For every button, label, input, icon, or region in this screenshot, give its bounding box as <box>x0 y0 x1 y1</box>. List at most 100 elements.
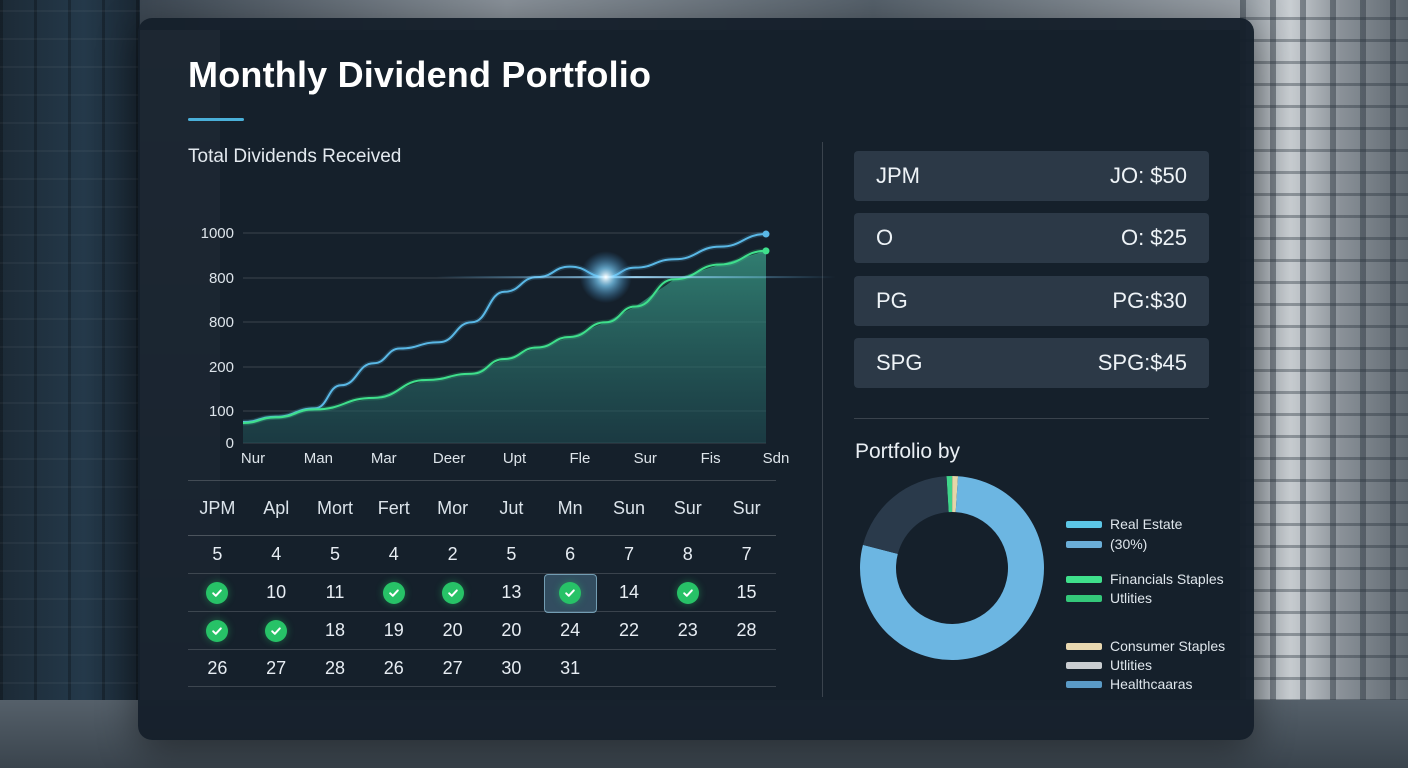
calendar-day-paid[interactable] <box>188 612 247 649</box>
calendar-day[interactable]: 26 <box>383 657 404 678</box>
calendar-day-paid[interactable] <box>658 574 717 611</box>
check-icon <box>559 581 582 604</box>
y-tick-label: 1000 <box>201 225 234 242</box>
check-icon <box>265 619 288 642</box>
vertical-divider <box>822 142 823 697</box>
blue-line-end-point <box>762 230 770 238</box>
calendar-day-paid[interactable] <box>364 574 423 611</box>
calendar-day[interactable]: 28 <box>324 657 345 678</box>
calendar-day[interactable]: 10 <box>266 582 287 602</box>
calendar-day-paid[interactable] <box>541 574 600 613</box>
donut-slice[interactable] <box>860 476 1044 660</box>
calendar-day[interactable]: 7 <box>741 544 752 564</box>
calendar-day[interactable]: 27 <box>442 657 463 678</box>
legend-label: (30%) <box>1110 536 1148 552</box>
calendar-row: 18 19 20 20 24 22 23 28 <box>188 611 776 649</box>
calendar-day[interactable]: 28 <box>736 620 757 640</box>
calendar-day[interactable]: 14 <box>618 582 639 602</box>
legend-swatch <box>1066 575 1102 583</box>
calendar-day-empty <box>600 650 659 686</box>
calendar-day[interactable]: 2 <box>447 544 458 564</box>
ticker-value: PG:$30 <box>1112 288 1187 313</box>
ticker-row[interactable]: PG PG:$30 <box>854 276 1209 326</box>
calendar-day[interactable]: 8 <box>682 544 693 564</box>
calendar-day[interactable]: 26 <box>207 657 228 678</box>
x-tick-label: Nur <box>241 450 265 467</box>
dashboard-panel: Monthly Dividend Portfolio Total Dividen… <box>138 18 1254 740</box>
check-icon <box>206 581 229 604</box>
calendar-day[interactable]: 27 <box>266 657 287 678</box>
ticker-symbol: O <box>876 225 894 250</box>
horizontal-divider <box>854 418 1209 419</box>
calendar-day[interactable]: 7 <box>623 544 634 564</box>
y-tick-label: 800 <box>209 314 234 331</box>
calendar-header-cell: Mort <box>316 497 353 518</box>
calendar-day[interactable]: 5 <box>329 544 340 564</box>
calendar-day[interactable]: 11 <box>325 582 345 602</box>
calendar-day[interactable]: 20 <box>501 620 522 640</box>
calendar-header: JPM Apl Mort Fert Mor Jut Mn Sun Sur Sur <box>188 481 776 535</box>
check-icon <box>382 581 405 604</box>
ticker-row[interactable]: JPM JO: $50 <box>854 151 1209 201</box>
legend-item[interactable]: Financials Staples <box>1066 571 1224 587</box>
calendar-day[interactable]: 31 <box>560 657 581 678</box>
calendar-day[interactable]: 23 <box>677 620 698 640</box>
green-series-area <box>243 250 766 443</box>
y-tick-label: 100 <box>209 403 234 420</box>
x-tick-label: Mar <box>371 450 397 467</box>
legend-item[interactable]: Utlities <box>1066 657 1152 673</box>
x-tick-label: Deer <box>433 450 466 467</box>
calendar-day[interactable]: 13 <box>501 582 522 602</box>
calendar-row: 26 27 28 26 27 30 31 <box>188 649 776 687</box>
calendar-day-paid[interactable] <box>423 574 482 611</box>
ticker-row[interactable]: SPG SPG:$45 <box>854 338 1209 388</box>
chart-title: Total Dividends Received <box>188 146 402 167</box>
highlight-streak <box>435 276 836 279</box>
legend-item[interactable]: Consumer Staples <box>1066 638 1225 654</box>
legend-swatch <box>1066 520 1102 528</box>
legend-item[interactable]: Utlities <box>1066 590 1152 606</box>
calendar-day[interactable]: 20 <box>442 620 463 640</box>
donut-slice[interactable] <box>946 476 953 513</box>
legend-label: Healthcaaras <box>1110 676 1193 692</box>
x-tick-label: Sdn <box>763 450 790 467</box>
calendar-day[interactable]: 6 <box>565 544 576 564</box>
legend-swatch <box>1066 680 1102 688</box>
calendar-day[interactable]: 22 <box>618 620 639 640</box>
calendar-day-paid[interactable] <box>188 574 247 611</box>
calendar-day[interactable]: 4 <box>271 544 282 564</box>
calendar-day[interactable]: 5 <box>506 544 517 564</box>
legend-swatch <box>1066 594 1102 602</box>
title-underline <box>188 118 244 121</box>
calendar-day[interactable]: 4 <box>388 544 399 564</box>
calendar-day-paid[interactable] <box>247 612 306 649</box>
check-icon <box>676 581 699 604</box>
calendar-day[interactable]: 19 <box>383 620 404 640</box>
legend-label: Consumer Staples <box>1110 638 1226 654</box>
calendar-body: 5 4 5 4 2 5 6 7 8 7 10 11 13 14 15 18 19 20 20 24 22 23 28 26 27… <box>188 535 776 687</box>
ticker-symbol: PG <box>876 288 908 313</box>
check-icon <box>441 581 464 604</box>
calendar-day[interactable]: 30 <box>501 657 522 678</box>
legend-item[interactable]: (30%) <box>1066 536 1147 552</box>
calendar-row: 5 4 5 4 2 5 6 7 8 7 <box>188 535 776 573</box>
ticker-row[interactable]: O O: $25 <box>854 213 1209 263</box>
donut-slice[interactable] <box>952 476 959 513</box>
green-line <box>242 249 767 425</box>
x-tick-label: Sur <box>634 450 657 467</box>
calendar-day[interactable]: 5 <box>212 544 223 564</box>
calendar-day[interactable]: 18 <box>324 620 345 640</box>
calendar-top-rule <box>188 480 776 481</box>
legend-item[interactable]: Real Estate <box>1066 516 1182 532</box>
legend-item[interactable]: Healthcaaras <box>1066 676 1193 692</box>
calendar-day[interactable]: 15 <box>736 582 757 602</box>
calendar-header-cell: JPM <box>199 497 236 518</box>
portfolio-donut-chart <box>860 476 1044 660</box>
calendar-header-cell: Mor <box>437 497 469 518</box>
donut-slice[interactable] <box>862 476 949 554</box>
highlight-glow <box>579 251 632 304</box>
legend-swatch <box>1066 661 1102 669</box>
calendar-day[interactable]: 24 <box>560 620 581 640</box>
